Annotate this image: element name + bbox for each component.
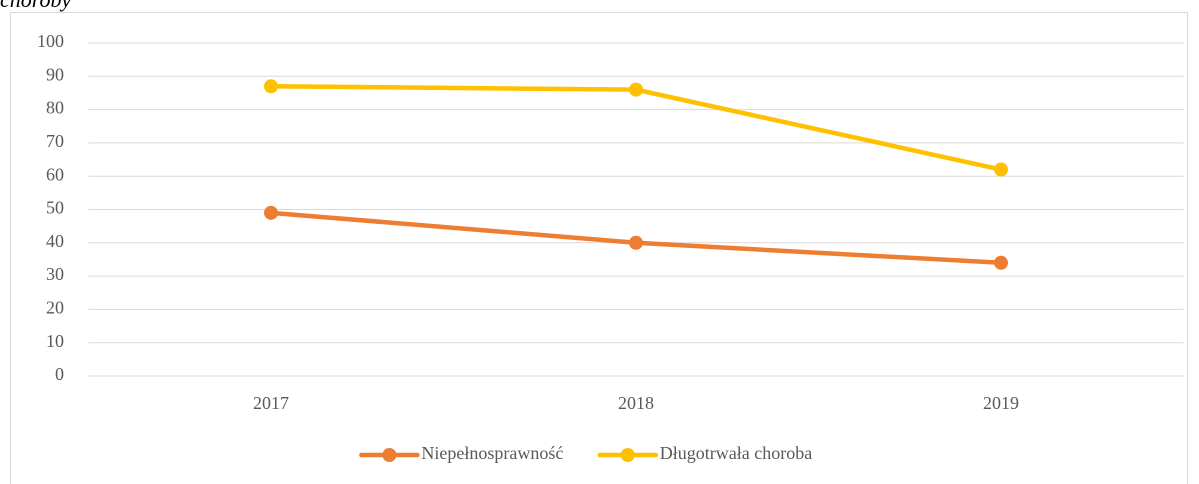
marker — [994, 255, 1008, 270]
caption: choroby — [0, 0, 72, 12]
y-tick-label: 90 — [46, 64, 64, 84]
marker — [994, 162, 1008, 177]
y-tick-label: 20 — [46, 298, 64, 318]
chart-border — [10, 12, 1188, 484]
marker — [629, 235, 643, 250]
x-tick-label: 2017 — [253, 393, 289, 413]
y-tick-label: 100 — [37, 31, 64, 51]
y-tick-label: 60 — [46, 164, 64, 184]
marker — [264, 205, 278, 220]
y-tick-label: 50 — [46, 198, 64, 218]
legend-marker — [620, 448, 635, 462]
line — [268, 84, 1004, 172]
marker — [629, 82, 643, 97]
y-tick-label: 10 — [46, 331, 64, 351]
y-tick-label: 30 — [46, 264, 64, 284]
y-tick-label: 0 — [55, 364, 64, 384]
y-tick-label: 40 — [46, 231, 64, 251]
legend-label: Niepełnosprawność — [421, 443, 563, 463]
x-tick-label: 2019 — [983, 393, 1019, 413]
marker — [264, 79, 278, 94]
x-tick-label: 2018 — [618, 393, 654, 413]
legend-label: Długotrwała choroba — [660, 443, 812, 463]
y-tick-label: 70 — [46, 131, 64, 151]
legend-marker — [382, 448, 397, 462]
y-tick-label: 80 — [46, 98, 64, 118]
